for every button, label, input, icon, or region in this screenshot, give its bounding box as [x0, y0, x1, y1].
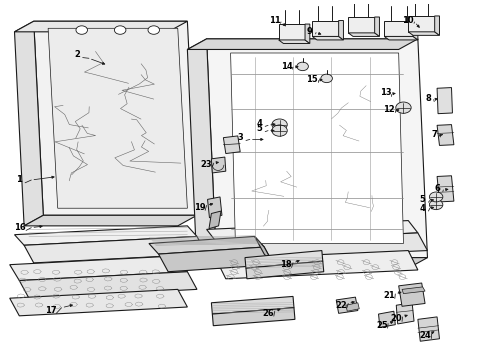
Polygon shape — [305, 24, 310, 44]
Polygon shape — [48, 28, 187, 208]
Polygon shape — [159, 247, 274, 272]
Text: 19: 19 — [194, 203, 205, 212]
Circle shape — [272, 119, 287, 130]
Polygon shape — [348, 17, 375, 33]
Polygon shape — [212, 308, 295, 326]
Polygon shape — [216, 233, 427, 259]
Polygon shape — [408, 16, 435, 32]
Polygon shape — [437, 87, 452, 114]
Polygon shape — [384, 36, 418, 40]
Polygon shape — [208, 197, 222, 218]
Polygon shape — [245, 251, 323, 268]
Polygon shape — [24, 215, 197, 226]
Polygon shape — [437, 125, 454, 145]
Text: 9: 9 — [307, 27, 313, 36]
Polygon shape — [24, 237, 207, 263]
Text: 6: 6 — [434, 184, 440, 193]
Polygon shape — [211, 296, 294, 314]
Text: 12: 12 — [383, 105, 395, 114]
Text: 21: 21 — [383, 291, 395, 300]
Text: 26: 26 — [262, 309, 274, 318]
Polygon shape — [207, 221, 418, 242]
Text: 17: 17 — [45, 306, 56, 315]
Polygon shape — [15, 21, 187, 32]
Polygon shape — [231, 53, 403, 243]
Text: 4: 4 — [256, 119, 262, 128]
Text: 14: 14 — [281, 62, 293, 71]
Polygon shape — [209, 211, 221, 229]
Circle shape — [114, 26, 126, 34]
Polygon shape — [187, 39, 216, 268]
Polygon shape — [336, 297, 358, 313]
Polygon shape — [223, 136, 240, 153]
Circle shape — [429, 192, 443, 202]
Circle shape — [148, 26, 160, 34]
Polygon shape — [346, 303, 359, 311]
Polygon shape — [413, 21, 418, 40]
Polygon shape — [378, 311, 395, 328]
Circle shape — [297, 62, 308, 71]
Polygon shape — [418, 317, 440, 341]
Text: 5: 5 — [420, 195, 426, 204]
Text: 7: 7 — [432, 130, 438, 139]
Polygon shape — [10, 256, 187, 280]
Polygon shape — [149, 237, 264, 254]
Text: 8: 8 — [425, 94, 431, 103]
Circle shape — [76, 26, 88, 34]
Polygon shape — [279, 24, 305, 40]
Polygon shape — [15, 21, 43, 226]
Polygon shape — [15, 226, 197, 245]
Polygon shape — [396, 303, 414, 324]
Polygon shape — [211, 157, 226, 173]
Text: 16: 16 — [14, 223, 26, 232]
Polygon shape — [399, 283, 425, 306]
Circle shape — [272, 125, 287, 136]
Polygon shape — [348, 33, 379, 36]
Text: 10: 10 — [402, 16, 414, 25]
Polygon shape — [339, 21, 343, 40]
Polygon shape — [207, 39, 427, 258]
Polygon shape — [197, 258, 427, 268]
Polygon shape — [34, 21, 197, 215]
Polygon shape — [246, 261, 324, 279]
Polygon shape — [19, 272, 197, 298]
Polygon shape — [375, 17, 379, 36]
Text: 22: 22 — [335, 301, 347, 310]
Text: 4: 4 — [420, 204, 426, 213]
Circle shape — [396, 102, 411, 113]
Polygon shape — [312, 21, 339, 36]
Text: 2: 2 — [74, 50, 80, 59]
Polygon shape — [437, 176, 454, 202]
Text: 25: 25 — [376, 321, 388, 330]
Text: 18: 18 — [280, 260, 292, 269]
Polygon shape — [312, 36, 343, 40]
Text: 11: 11 — [269, 16, 281, 25]
Text: 24: 24 — [419, 331, 431, 340]
Polygon shape — [10, 289, 187, 316]
Polygon shape — [187, 39, 418, 49]
Text: 5: 5 — [256, 124, 262, 133]
Text: 23: 23 — [201, 159, 212, 168]
Polygon shape — [435, 16, 440, 35]
Polygon shape — [216, 251, 418, 279]
Circle shape — [429, 200, 443, 210]
Polygon shape — [384, 21, 413, 36]
Text: 13: 13 — [380, 88, 392, 97]
Text: 1: 1 — [16, 175, 22, 184]
Circle shape — [321, 74, 332, 83]
Text: 15: 15 — [306, 75, 318, 84]
Text: 20: 20 — [391, 314, 402, 323]
Polygon shape — [402, 287, 425, 294]
Polygon shape — [408, 32, 440, 35]
Polygon shape — [255, 237, 274, 265]
Polygon shape — [279, 40, 310, 44]
Text: 3: 3 — [237, 133, 243, 142]
